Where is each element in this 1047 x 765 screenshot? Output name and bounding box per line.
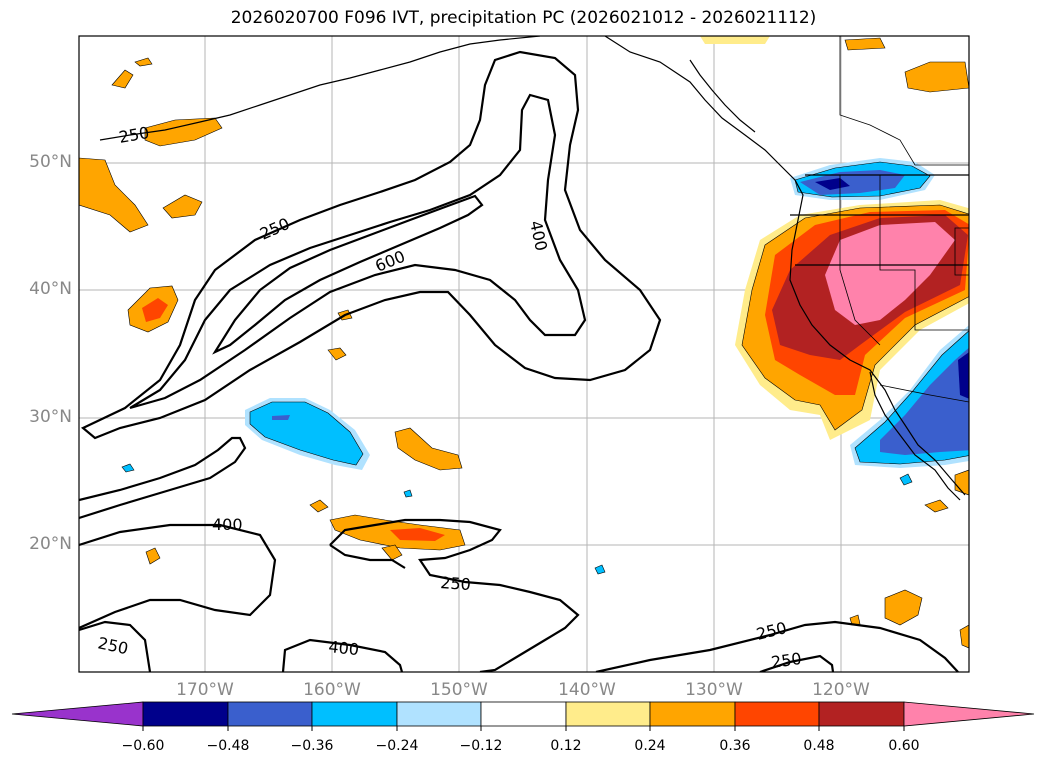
ivt-contour-250-south	[79, 436, 247, 520]
colorbar-label-neg060: −0.60	[121, 738, 165, 754]
lon-label-140w: 140°W	[558, 680, 616, 700]
contour-label-400-hawaii: 400	[328, 637, 360, 659]
ivt-contour-400-south	[79, 523, 277, 630]
precip-cyan-tiny2	[594, 564, 606, 575]
colorbar-bin-8	[734, 701, 820, 727]
coastline-bc-islands	[689, 59, 756, 133]
precip-orange-n2	[844, 37, 886, 51]
precip-orange-edge1	[959, 624, 969, 649]
colorbar-extend-right	[903, 701, 1035, 727]
colorbar-label-pos060: 0.60	[888, 738, 920, 754]
border-state-3	[839, 175, 881, 346]
colorbar	[11, 701, 1035, 731]
ivt-contour-250-se-inner	[759, 654, 835, 672]
border-mexico	[879, 384, 969, 403]
border-east-edge	[954, 227, 969, 276]
colorbar-label-pos036: 0.36	[719, 738, 751, 754]
contour-label-400-south: 400	[212, 515, 243, 534]
precip-far-west-orange	[79, 157, 149, 233]
colorbar-bin-9	[818, 701, 905, 727]
precip-red-21n	[390, 528, 445, 541]
ivt-contour-250-southwest	[79, 620, 152, 672]
colorbar-bin-7	[649, 701, 736, 727]
colorbar-label-neg012: −0.12	[459, 738, 503, 754]
precip-orange-tiny1	[145, 547, 161, 565]
precip-westcoast-pink	[825, 222, 955, 325]
ivt-contour-400-hawaii	[281, 638, 404, 672]
colorbar-label-neg048: −0.48	[206, 738, 250, 754]
colorbar-ticks	[142, 726, 905, 731]
precip-orange-edge2	[849, 614, 861, 626]
precip-orange-small2	[111, 69, 134, 89]
precip-orange-se3	[954, 469, 969, 496]
precip-orange-se1	[884, 589, 923, 626]
colorbar-extend-left	[11, 701, 144, 727]
lat-label-40n: 40°N	[29, 279, 72, 299]
colorbar-label-pos012: 0.12	[550, 738, 582, 754]
precip-orange-tiny2	[309, 499, 329, 513]
precip-cyan-tiny4	[403, 489, 413, 498]
ivt-contour-250-central	[329, 518, 580, 672]
border-canada-province	[839, 36, 969, 166]
precip-nw-blue	[800, 170, 905, 195]
colorbar-bin-6	[565, 701, 651, 727]
lon-label-160w: 160°W	[303, 680, 361, 700]
map-title: 2026020700 F096 IVT, precipitation PC (2…	[230, 8, 817, 28]
contour-label-250-se-inner: 250	[770, 649, 803, 672]
lon-label-120w: 120°W	[812, 680, 870, 700]
precip-central-blue	[272, 415, 290, 420]
ivt-contour-600	[212, 194, 484, 355]
lat-label-20n: 20°N	[29, 534, 72, 554]
coastline-layer	[99, 36, 969, 501]
colorbar-bin-1	[142, 701, 229, 727]
precip-orange-28n	[394, 427, 463, 471]
precip-orange-n3	[700, 36, 770, 44]
precip-aleutian-orange	[144, 117, 223, 147]
lat-label-50n: 50°N	[29, 152, 72, 172]
colorbar-bin-3	[311, 701, 398, 727]
ivt-contour-250-inner	[329, 544, 406, 569]
lon-label-170w: 170°W	[176, 680, 234, 700]
lat-label-30n: 30°N	[29, 407, 72, 427]
precip-orange-n1	[904, 61, 969, 93]
lon-label-150w: 150°W	[430, 680, 488, 700]
precip-nw-navy	[815, 178, 850, 190]
lon-label-130w: 130°W	[685, 680, 743, 700]
border-state-4	[879, 175, 969, 331]
precip-fill-layer	[79, 36, 969, 649]
coastline-alaska	[99, 36, 541, 141]
colorbar-label-neg024: −0.24	[375, 738, 419, 754]
colorbar-bin-4	[396, 701, 482, 727]
ivt-contour-400	[129, 93, 587, 410]
ivt-contour-layer	[79, 50, 959, 672]
colorbar-bin-5	[480, 701, 567, 727]
colorbar-bin-2	[227, 701, 313, 727]
colorbar-label-neg036: −0.36	[290, 738, 334, 754]
map-frame	[78, 35, 970, 673]
precip-sw-navy	[958, 352, 969, 399]
coastline-west-north-america	[604, 36, 966, 496]
precip-orange-small3	[134, 57, 153, 67]
precip-red-40n	[142, 298, 168, 322]
precip-orange-hawaii2	[327, 347, 347, 361]
precip-cyan-tiny3	[899, 473, 913, 486]
precip-sw-blue	[880, 347, 969, 455]
precip-orange-se2	[924, 499, 949, 513]
precip-orange-small1	[162, 194, 203, 219]
colorbar-label-pos048: 0.48	[803, 738, 835, 754]
ivt-contour-250-se	[595, 620, 959, 672]
precip-orange-hawaii1	[381, 544, 403, 561]
coastline-baja	[869, 371, 961, 501]
ivt-contour-250-main	[80, 50, 662, 440]
precip-cyan-tiny1	[121, 463, 135, 473]
colorbar-label-pos024: 0.24	[634, 738, 666, 754]
contour-label-250-central: 250	[440, 573, 472, 594]
